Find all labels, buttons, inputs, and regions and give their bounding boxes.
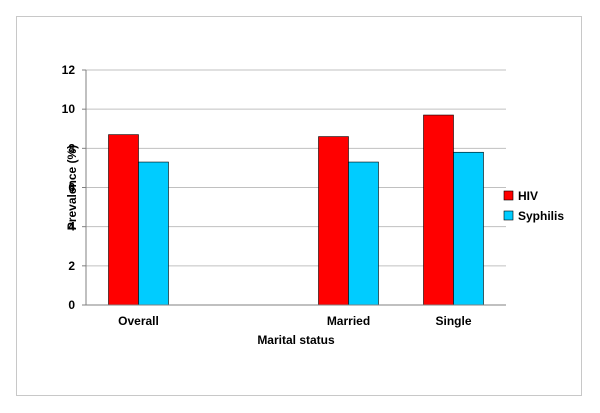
bar-hiv-overall: [108, 134, 139, 306]
y-tick-label: 12: [62, 63, 76, 77]
bar-syphilis-married: [348, 161, 379, 306]
x-tick-label: Married: [327, 314, 370, 328]
bars: [108, 114, 484, 306]
bar-hiv-single: [423, 114, 454, 306]
legend-label-syphilis: Syphilis: [518, 209, 564, 223]
x-tick-labels: Overall Married Single: [118, 314, 472, 328]
bar-syphilis-single: [453, 151, 484, 306]
y-tick-label: 4: [68, 220, 75, 234]
y-tick-label: 8: [68, 141, 75, 155]
legend: HIV Syphilis: [503, 189, 564, 223]
x-tick-label: Overall: [118, 314, 159, 328]
legend-swatch-hiv: [503, 190, 514, 201]
bar-syphilis-overall: [138, 161, 169, 306]
y-axis-title: Prevalence (%): [65, 145, 79, 230]
y-tick-label: 0: [68, 298, 75, 312]
bar-hiv-married: [318, 136, 349, 306]
y-tick-labels: 0 2 4 6 8 10 12: [62, 63, 86, 312]
y-tick-label: 2: [68, 259, 75, 273]
x-tick-label: Single: [435, 314, 471, 328]
y-tick-label: 10: [62, 102, 76, 116]
legend-label-hiv: HIV: [518, 189, 538, 203]
x-axis-title: Marital status: [257, 333, 335, 347]
legend-swatch-syphilis: [503, 210, 514, 221]
y-tick-label: 6: [68, 181, 75, 195]
